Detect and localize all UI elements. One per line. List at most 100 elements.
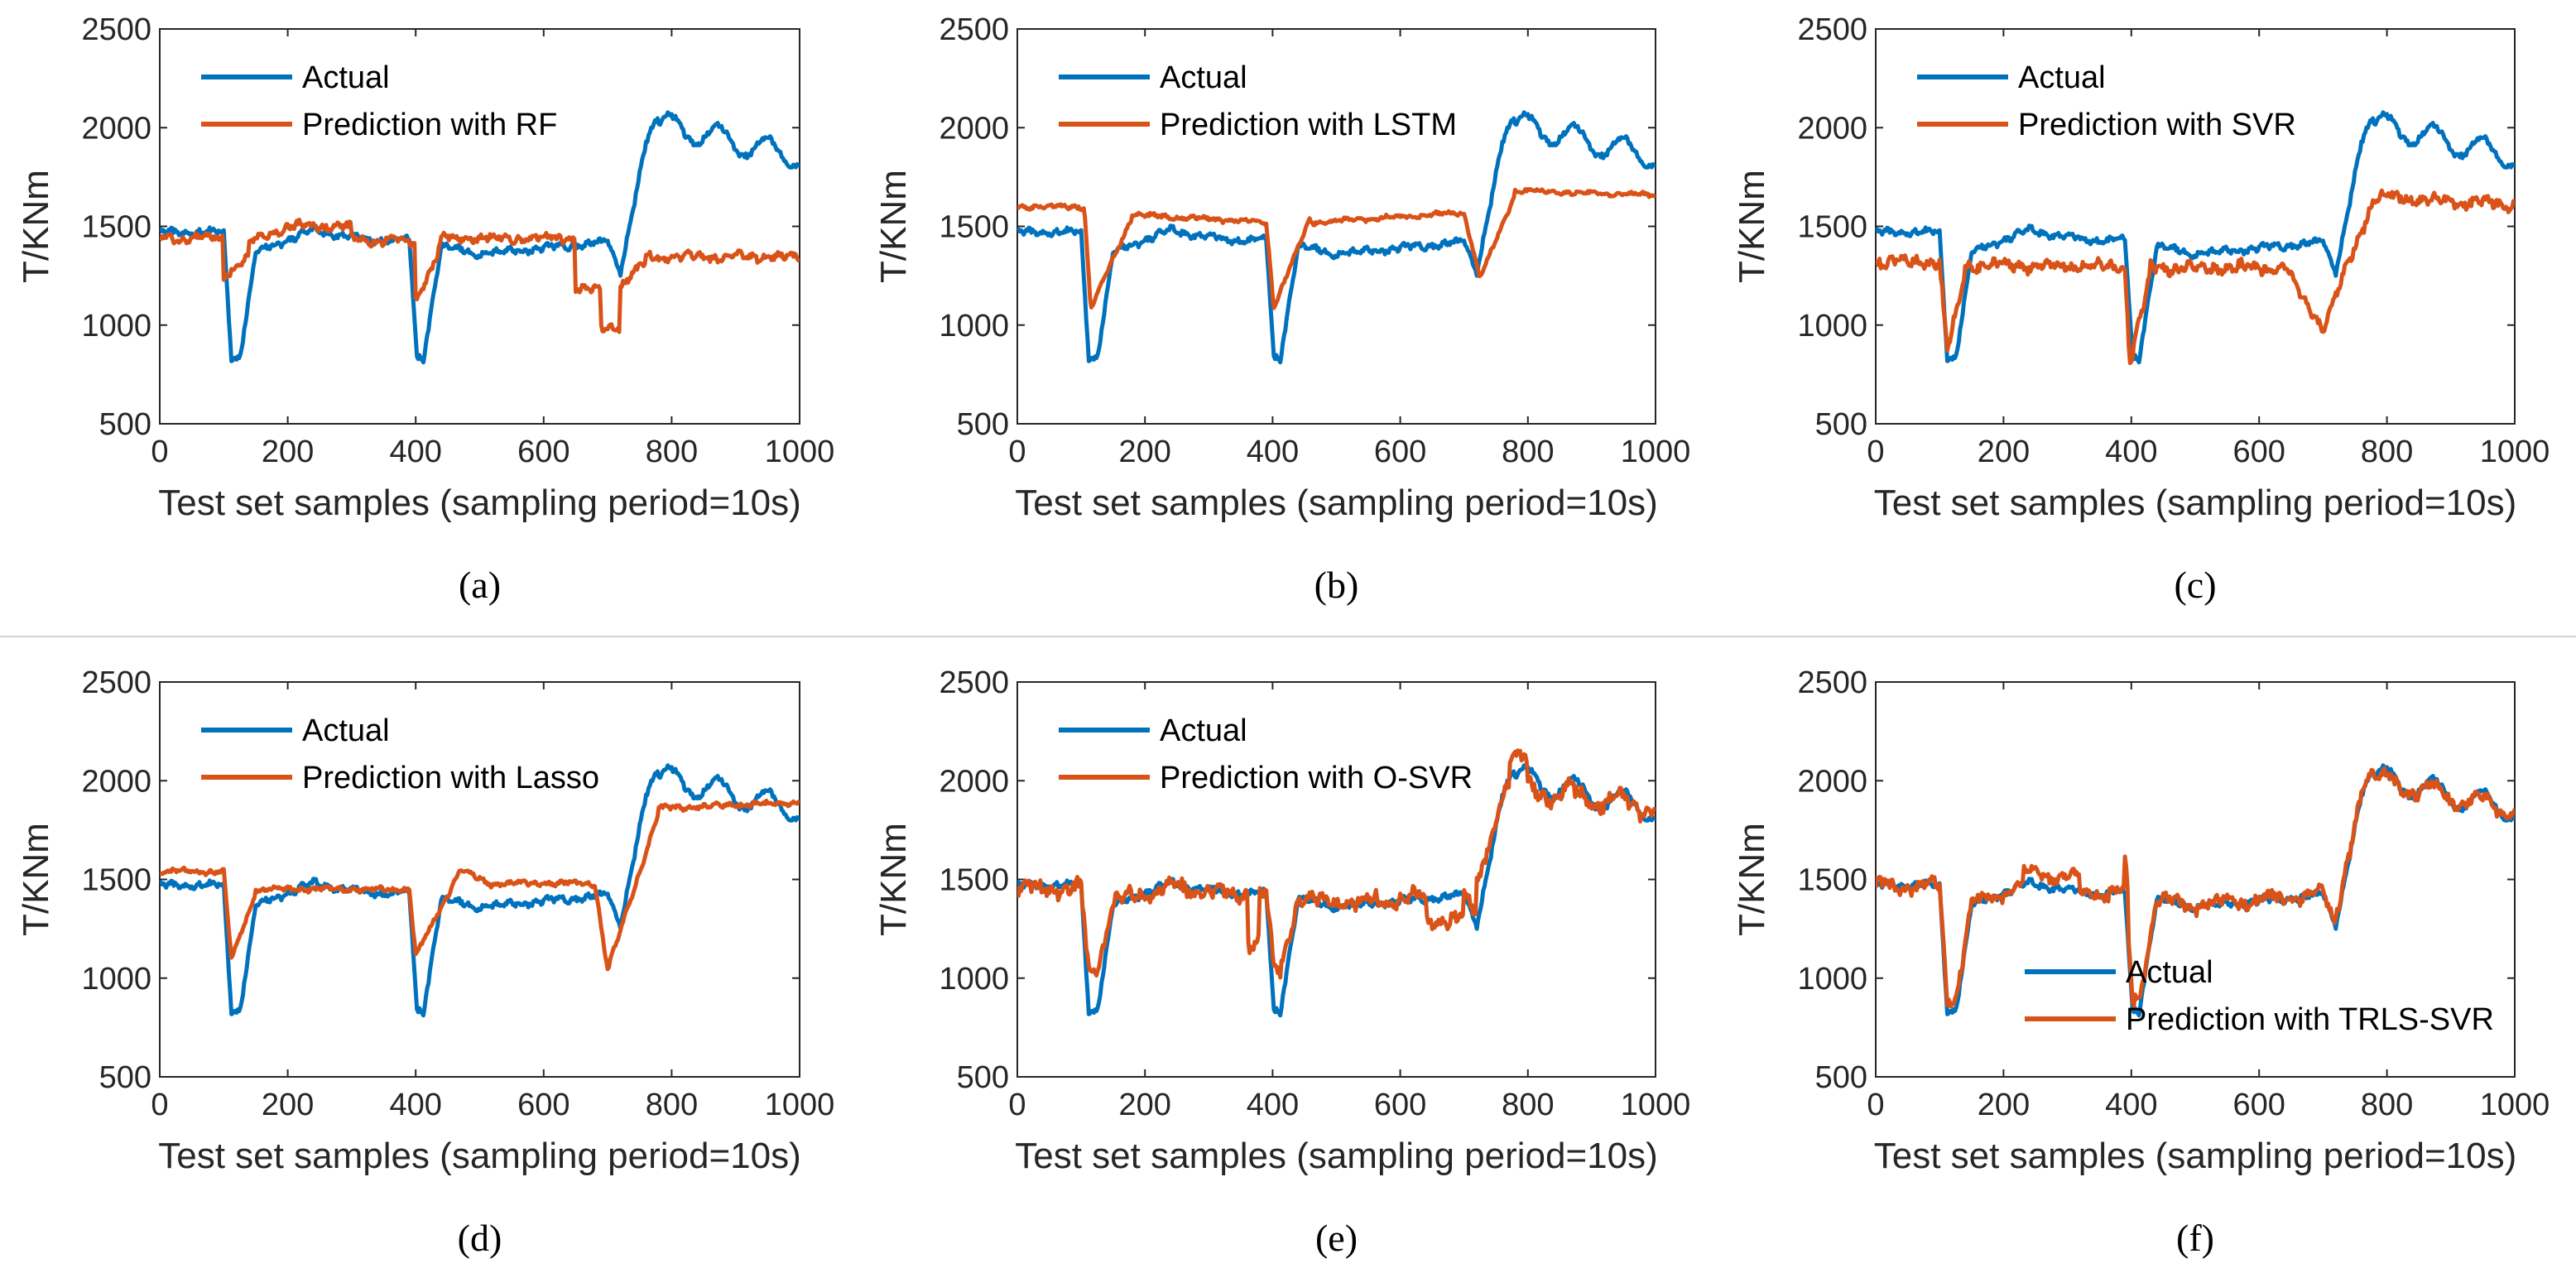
legend-label-prediction: Prediction with LSTM: [1160, 108, 1457, 142]
panel-caption: (b): [1314, 564, 1359, 606]
y-tick-label: 2000: [1797, 111, 1867, 146]
series-prediction-line: [1876, 188, 2515, 366]
x-tick-label: 800: [2361, 435, 2413, 469]
y-tick-label: 2500: [81, 665, 151, 700]
x-tick-label: 800: [1502, 1088, 1554, 1122]
x-tick-label: 200: [1118, 435, 1170, 469]
x-tick-label: 600: [1374, 435, 1426, 469]
series-actual-line: [160, 763, 800, 1018]
x-tick-label: 600: [1374, 1088, 1426, 1122]
y-tick-label: 500: [99, 1060, 151, 1095]
series-prediction-line: [160, 217, 800, 334]
legend-label-actual: Actual: [2126, 955, 2213, 990]
chart-panel-5: 500 1000 1500 2000 2500 0 200 400 600 800 1000 Test…: [873, 665, 1690, 1259]
x-tick-label: 600: [517, 435, 570, 469]
series-prediction-line: [1017, 187, 1656, 310]
y-tick-label: 1000: [81, 962, 151, 997]
series-prediction-line: [1017, 748, 1656, 980]
x-tick-label: 1000: [2480, 1088, 2550, 1122]
y-tick-label: 1500: [939, 210, 1009, 245]
axes-box: [1875, 28, 2516, 425]
legend-label-actual: Actual: [2018, 60, 2106, 95]
legend-label-prediction: Prediction with SVR: [2018, 108, 2296, 142]
y-tick-label: 2000: [1797, 764, 1867, 799]
x-tick-label: 800: [2361, 1088, 2413, 1122]
x-tick-label: 600: [517, 1088, 570, 1122]
y-tick-label: 500: [1815, 407, 1867, 442]
y-tick-label: 500: [1815, 1060, 1867, 1095]
x-axis-label: Test set samples (sampling period=10s): [1015, 483, 1657, 523]
series-actual-line: [1017, 763, 1656, 1018]
y-tick-label: 500: [957, 407, 1009, 442]
x-tick-label: 400: [1247, 1088, 1299, 1122]
y-axis-label: T/KNm: [1732, 170, 1772, 283]
y-tick-label: 2500: [1797, 12, 1867, 47]
panel-caption: (e): [1315, 1217, 1358, 1259]
x-tick-label: 0: [151, 435, 168, 469]
series-prediction-line: [160, 798, 800, 972]
x-axis-label: Test set samples (sampling period=10s): [1874, 1136, 2516, 1176]
y-axis-label: T/KNm: [873, 823, 914, 936]
x-tick-label: 200: [262, 1088, 314, 1122]
y-tick-label: 2500: [939, 12, 1009, 47]
y-tick-label: 2000: [81, 111, 151, 146]
y-axis-label: T/KNm: [16, 170, 56, 283]
x-tick-label: 1000: [765, 435, 835, 469]
y-tick-label: 1500: [1797, 863, 1867, 898]
x-tick-label: 800: [646, 435, 698, 469]
legend-label-prediction: Prediction with RF: [302, 108, 557, 142]
legend-label-actual: Actual: [302, 60, 390, 95]
x-tick-label: 1000: [1621, 1088, 1691, 1122]
series-prediction-line: [1876, 766, 2515, 1009]
panel-caption: (f): [2176, 1217, 2214, 1259]
x-tick-label: 0: [1008, 1088, 1026, 1122]
chart-panel-2: 500 1000 1500 2000 2500 0 200 400 600 800 1000 Test…: [873, 12, 1690, 606]
y-tick-label: 1000: [1797, 309, 1867, 343]
x-axis-label: Test set samples (sampling period=10s): [1874, 483, 2516, 523]
y-tick-label: 1500: [81, 863, 151, 898]
y-tick-label: 1500: [1797, 210, 1867, 245]
x-tick-label: 400: [389, 1088, 441, 1122]
x-tick-label: 200: [1118, 1088, 1170, 1122]
y-tick-label: 1500: [81, 210, 151, 245]
panel-caption: (d): [458, 1217, 502, 1259]
x-tick-label: 0: [151, 1088, 168, 1122]
x-axis-label: Test set samples (sampling period=10s): [158, 1136, 800, 1176]
chart-panel-4: 500 1000 1500 2000 2500 0 200 400 600 800 1000 Test…: [16, 665, 834, 1259]
x-tick-label: 400: [2105, 1088, 2157, 1122]
x-tick-label: 200: [1978, 1088, 2030, 1122]
x-tick-label: 0: [1867, 1088, 1884, 1122]
chart-panel-3: 500 1000 1500 2000 2500 0 200 400 600 800 1000 Test…: [1732, 12, 2550, 606]
y-tick-label: 1000: [939, 962, 1009, 997]
y-tick-label: 500: [957, 1060, 1009, 1095]
x-axis-label: Test set samples (sampling period=10s): [1015, 1136, 1657, 1176]
x-tick-label: 0: [1867, 435, 1884, 469]
y-tick-label: 2000: [939, 111, 1009, 146]
y-tick-label: 1000: [81, 309, 151, 343]
x-tick-label: 0: [1008, 435, 1026, 469]
series-actual-line: [1017, 110, 1656, 365]
y-tick-label: 2500: [939, 665, 1009, 700]
axes-box: [159, 28, 800, 425]
x-tick-label: 200: [262, 435, 314, 469]
y-tick-label: 500: [99, 407, 151, 442]
y-tick-label: 1000: [939, 309, 1009, 343]
y-tick-label: 2000: [81, 764, 151, 799]
chart-panel-1: 500 1000 1500 2000 2500 0 200 400 600 800 1000 Test…: [16, 12, 834, 606]
x-tick-label: 800: [646, 1088, 698, 1122]
x-tick-label: 400: [2105, 435, 2157, 469]
legend-label-actual: Actual: [1160, 60, 1247, 95]
y-axis-label: T/KNm: [1732, 823, 1772, 936]
panel-caption: (c): [2174, 564, 2216, 606]
y-tick-label: 1000: [1797, 962, 1867, 997]
panel-caption: (a): [459, 564, 501, 606]
y-tick-label: 2000: [939, 764, 1009, 799]
series-actual-line: [160, 110, 800, 365]
axes-box: [1016, 28, 1656, 425]
axes-box: [1016, 681, 1656, 1078]
x-tick-label: 800: [1502, 435, 1554, 469]
legend-label-prediction: Prediction with O-SVR: [1160, 761, 1473, 795]
x-tick-label: 600: [2232, 435, 2285, 469]
y-tick-label: 2500: [81, 12, 151, 47]
